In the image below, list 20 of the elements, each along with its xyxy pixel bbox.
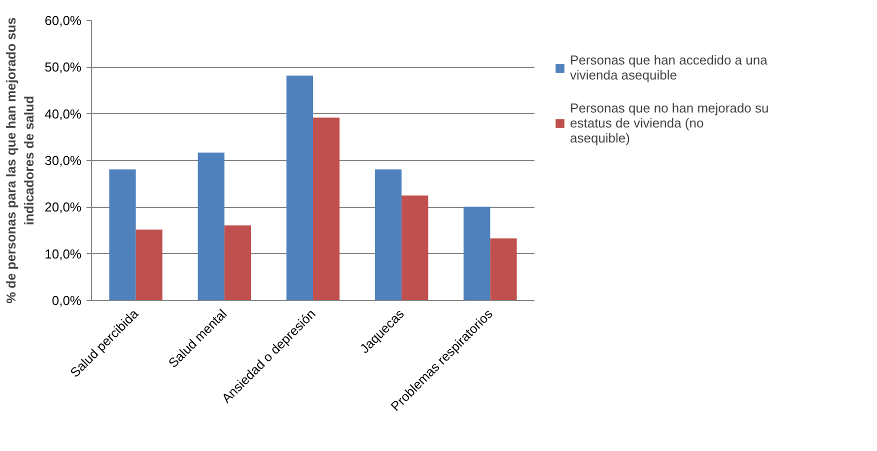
y-tick-label: 60,0% — [44, 13, 82, 28]
legend-label: Personas que han accedido a una vivienda asequible — [570, 52, 768, 82]
bar — [136, 230, 162, 300]
y-tick-label: 20,0% — [44, 200, 82, 215]
bar — [198, 152, 224, 300]
y-tick-label: 10,0% — [44, 246, 82, 262]
bar — [224, 225, 251, 300]
bar — [109, 169, 136, 300]
y-tick-label: 30,0% — [44, 153, 82, 168]
bar — [402, 196, 428, 300]
bar — [313, 118, 340, 300]
y-axis-title: % de personas para las que han mejorado sus indicadores de salud — [4, 17, 37, 304]
bar — [464, 206, 490, 300]
y-tick-label: 0,0% — [52, 293, 82, 308]
bar — [375, 169, 402, 300]
legend-label: Personas que no han mejorado su estatus de vivienda (no asequible) — [570, 100, 769, 146]
y-tick-label: 50,0% — [44, 60, 82, 75]
bar — [490, 238, 517, 300]
bar — [286, 76, 313, 300]
y-tick-label: 40,0% — [44, 106, 82, 122]
